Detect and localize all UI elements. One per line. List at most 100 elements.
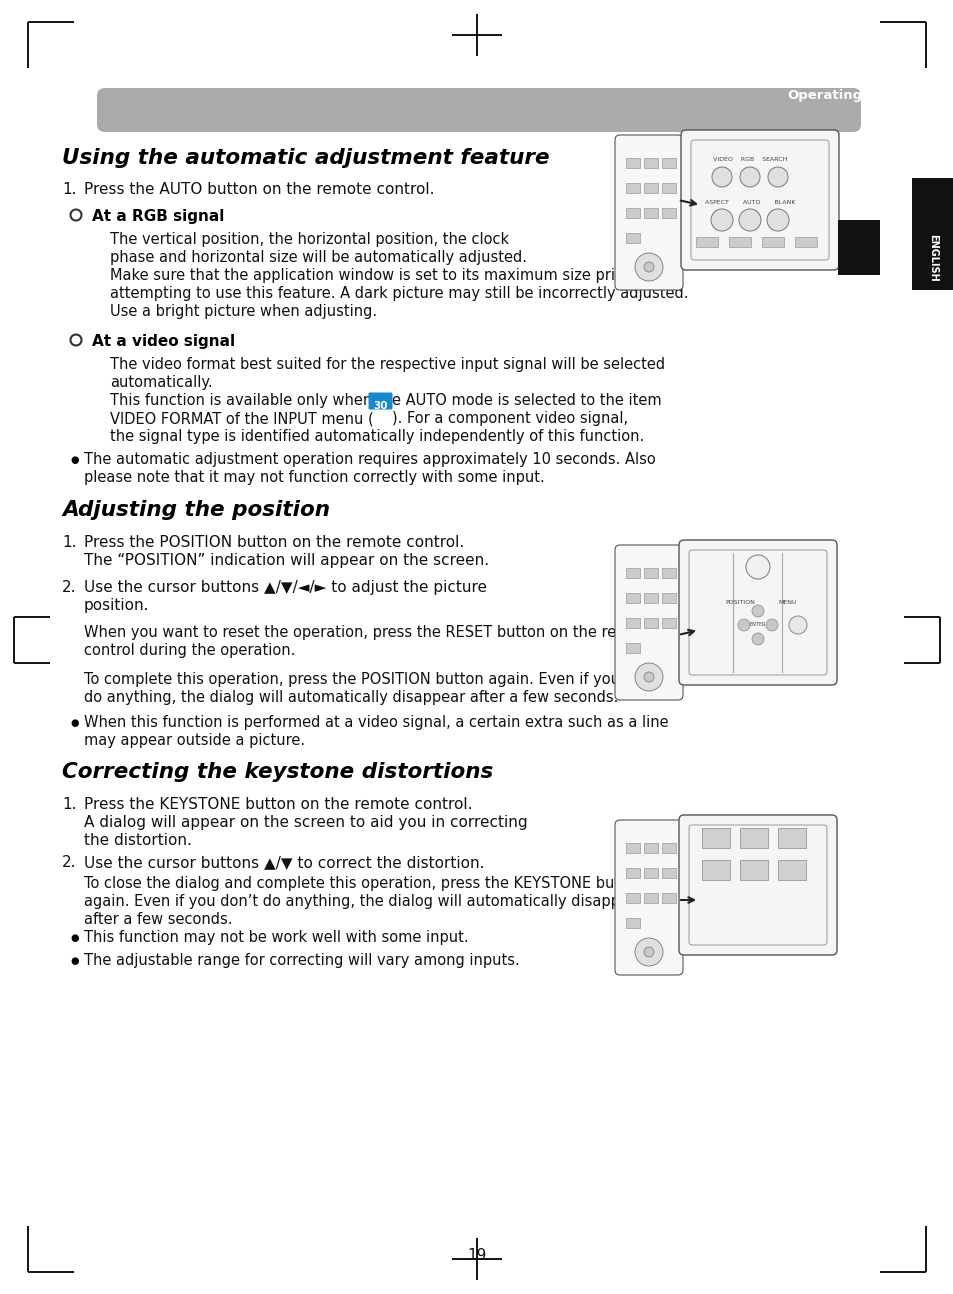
Text: ASPECT       AUTO       BLANK: ASPECT AUTO BLANK: [704, 201, 795, 204]
Circle shape: [710, 210, 732, 232]
Text: automatically.: automatically.: [110, 375, 213, 389]
Text: The video format best suited for the respective input signal will be selected: The video format best suited for the res…: [110, 357, 664, 371]
Bar: [701, 828, 729, 848]
Circle shape: [767, 167, 787, 188]
Text: Using the automatic adjustment feature: Using the automatic adjustment feature: [62, 148, 549, 168]
Text: The adjustable range for correcting will vary among inputs.: The adjustable range for correcting will…: [84, 952, 519, 968]
Text: The automatic adjustment operation requires approximately 10 seconds. Also: The automatic adjustment operation requi…: [84, 452, 655, 467]
Bar: [643, 868, 658, 879]
Text: This function may not be work well with some input.: This function may not be work well with …: [84, 930, 468, 945]
Bar: [625, 208, 639, 217]
FancyBboxPatch shape: [679, 815, 836, 955]
Circle shape: [635, 663, 662, 691]
Text: Adjusting the position: Adjusting the position: [62, 499, 330, 520]
Text: Correcting the keystone distortions: Correcting the keystone distortions: [62, 762, 493, 782]
Text: ). For a component video signal,: ). For a component video signal,: [392, 411, 627, 426]
Circle shape: [766, 210, 788, 232]
Bar: [625, 842, 639, 853]
Circle shape: [745, 555, 769, 578]
FancyBboxPatch shape: [615, 820, 682, 974]
Circle shape: [739, 210, 760, 232]
Text: The “POSITION” indication will appear on the screen.: The “POSITION” indication will appear on…: [84, 553, 489, 568]
Text: 30: 30: [373, 401, 387, 411]
Bar: [643, 568, 658, 578]
Bar: [778, 861, 805, 880]
Text: At a RGB signal: At a RGB signal: [91, 210, 224, 224]
Bar: [643, 208, 658, 217]
Text: Operating: Operating: [786, 89, 862, 102]
Text: The vertical position, the horizontal position, the clock: The vertical position, the horizontal po…: [110, 232, 509, 247]
Text: Press the POSITION button on the remote control.: Press the POSITION button on the remote …: [84, 534, 464, 550]
Bar: [661, 182, 676, 193]
Text: 1.: 1.: [62, 534, 76, 550]
Bar: [661, 568, 676, 578]
Bar: [661, 619, 676, 628]
Bar: [911, 179, 953, 290]
Text: the signal type is identified automatically independently of this function.: the signal type is identified automatica…: [110, 430, 643, 444]
Bar: [661, 893, 676, 903]
Bar: [661, 158, 676, 168]
FancyBboxPatch shape: [368, 392, 392, 409]
Bar: [643, 893, 658, 903]
Text: When you want to reset the operation, press the RESET button on the remote: When you want to reset the operation, pr…: [84, 625, 654, 641]
FancyBboxPatch shape: [679, 540, 836, 685]
Text: do anything, the dialog will automatically disappear after a few seconds.: do anything, the dialog will automatical…: [84, 690, 618, 705]
Text: ●: ●: [70, 455, 78, 465]
Text: position.: position.: [84, 598, 150, 613]
Text: At a video signal: At a video signal: [91, 334, 234, 349]
Bar: [643, 158, 658, 168]
Bar: [778, 828, 805, 848]
Text: To close the dialog and complete this operation, press the KEYSTONE button: To close the dialog and complete this op…: [84, 876, 643, 892]
Circle shape: [643, 672, 654, 682]
Text: Press the AUTO button on the remote control.: Press the AUTO button on the remote cont…: [84, 182, 434, 197]
Text: 2.: 2.: [62, 855, 76, 870]
Text: ENGLISH: ENGLISH: [927, 234, 937, 282]
Bar: [761, 237, 783, 247]
Bar: [625, 158, 639, 168]
Text: A dialog will appear on the screen to aid you in correcting: A dialog will appear on the screen to ai…: [84, 815, 527, 829]
Text: 2.: 2.: [62, 580, 76, 595]
Bar: [794, 237, 816, 247]
Text: ●: ●: [70, 956, 78, 967]
Bar: [661, 593, 676, 603]
Bar: [625, 643, 639, 653]
Bar: [661, 842, 676, 853]
Text: MENU: MENU: [778, 600, 797, 606]
Text: VIDEO    RGB    SEARCH: VIDEO RGB SEARCH: [712, 157, 786, 162]
Text: 1.: 1.: [62, 182, 76, 197]
Bar: [625, 619, 639, 628]
Circle shape: [635, 254, 662, 281]
Text: the distortion.: the distortion.: [84, 833, 192, 848]
Circle shape: [643, 947, 654, 958]
Bar: [740, 828, 767, 848]
Text: POSITION: POSITION: [724, 600, 754, 606]
Circle shape: [635, 938, 662, 967]
Bar: [740, 861, 767, 880]
Bar: [625, 917, 639, 928]
Text: Use the cursor buttons ▲/▼ to correct the distortion.: Use the cursor buttons ▲/▼ to correct th…: [84, 855, 484, 870]
Text: Use the cursor buttons ▲/▼/◄/► to adjust the picture: Use the cursor buttons ▲/▼/◄/► to adjust…: [84, 580, 486, 595]
Text: control during the operation.: control during the operation.: [84, 643, 295, 659]
Bar: [625, 568, 639, 578]
Text: attempting to use this feature. A dark picture may still be incorrectly adjusted: attempting to use this feature. A dark p…: [110, 286, 688, 302]
Bar: [625, 893, 639, 903]
Circle shape: [751, 633, 763, 644]
Bar: [643, 593, 658, 603]
FancyBboxPatch shape: [615, 135, 682, 290]
Text: may appear outside a picture.: may appear outside a picture.: [84, 732, 305, 748]
Text: Make sure that the application window is set to its maximum size prior to: Make sure that the application window is…: [110, 268, 649, 283]
Bar: [625, 182, 639, 193]
FancyBboxPatch shape: [615, 545, 682, 700]
FancyBboxPatch shape: [97, 88, 861, 132]
Bar: [701, 861, 729, 880]
Bar: [661, 868, 676, 879]
Text: When this function is performed at a video signal, a certain extra such as a lin: When this function is performed at a vid…: [84, 716, 668, 730]
FancyBboxPatch shape: [688, 550, 826, 675]
Text: please note that it may not function correctly with some input.: please note that it may not function cor…: [84, 470, 544, 485]
FancyBboxPatch shape: [690, 140, 828, 260]
Bar: [643, 182, 658, 193]
Text: 1.: 1.: [62, 797, 76, 813]
Circle shape: [740, 167, 760, 188]
Text: phase and horizontal size will be automatically adjusted.: phase and horizontal size will be automa…: [110, 250, 526, 265]
Text: Use a bright picture when adjusting.: Use a bright picture when adjusting.: [110, 304, 376, 320]
